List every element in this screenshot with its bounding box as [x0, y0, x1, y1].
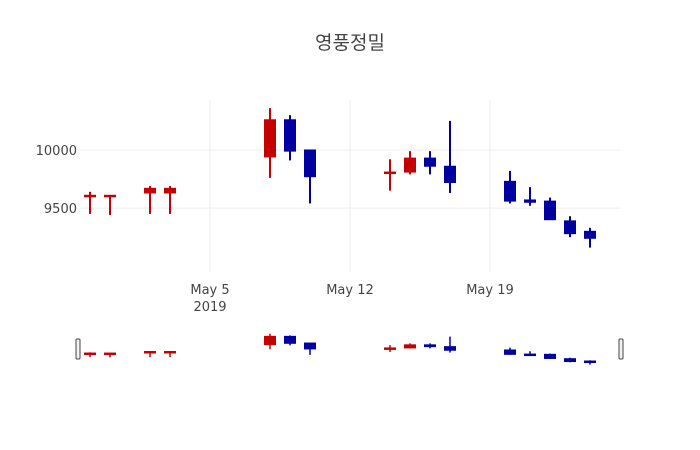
chart-title: 영풍정밀 [315, 32, 385, 54]
slider-candle-body [584, 360, 596, 364]
candle-body [544, 200, 556, 221]
candle-increasing [404, 151, 416, 175]
slider-candle-body [564, 358, 576, 363]
slider-candle-increasing [104, 352, 116, 358]
candle-increasing [164, 186, 176, 214]
candle-body [504, 180, 516, 202]
candle-decreasing [564, 216, 576, 238]
candle-body [144, 187, 156, 194]
candle-increasing [104, 194, 116, 216]
slider-candle-body [104, 352, 116, 356]
slider-candle-increasing [384, 345, 396, 353]
slider-candle-decreasing [504, 347, 516, 355]
candle-decreasing [584, 227, 596, 248]
slider-candle-increasing [404, 343, 416, 349]
slider-candle-body [524, 353, 536, 357]
candle-decreasing [544, 197, 556, 221]
candle-body [304, 149, 316, 178]
candles [84, 108, 596, 248]
y-axis-ticks: 9500 10000 [36, 144, 77, 217]
x-axis-ticks: May 5 2019 May 12 May 19 [190, 283, 513, 315]
candle-increasing [264, 108, 276, 178]
candle-body [524, 199, 536, 203]
slider-candle-body [284, 335, 296, 344]
candle-body [284, 119, 296, 152]
slider-candle-increasing [84, 352, 96, 358]
slider-candle-body [304, 342, 316, 350]
candle-decreasing [284, 115, 296, 161]
slider-candle-body [504, 349, 516, 355]
slider-candle-body [144, 351, 156, 354]
slider-candle-decreasing [564, 357, 576, 363]
slider-candle-body [404, 344, 416, 349]
candle-decreasing [444, 120, 456, 193]
candle-increasing [384, 159, 396, 191]
candle-decreasing [504, 170, 516, 204]
slider-candle-body [544, 353, 556, 359]
slider-candle-decreasing [584, 360, 596, 365]
slider-candle-decreasing [524, 351, 536, 357]
candle-body [564, 220, 576, 235]
slider-candle-body [84, 352, 96, 356]
y-tick-label: 9500 [44, 202, 77, 217]
slider-candle-body [424, 344, 436, 348]
candle-decreasing [304, 149, 316, 204]
x-tick-label: May 5 [190, 283, 229, 298]
candle-increasing [84, 191, 96, 214]
candle-body [104, 194, 116, 198]
candle-body [444, 165, 456, 184]
slider-candle-increasing [264, 333, 276, 350]
candle-body [264, 119, 276, 158]
x-tick-year-label: 2019 [193, 300, 226, 315]
candle-decreasing [524, 187, 536, 206]
range-slider[interactable] [75, 333, 624, 365]
candle-body [424, 157, 436, 167]
slider-candle-decreasing [544, 353, 556, 359]
grid-lines [80, 100, 620, 272]
x-tick-label: May 19 [466, 283, 514, 298]
slider-candle-decreasing [424, 343, 436, 349]
range-slider-left-handle[interactable] [75, 338, 81, 360]
candle-increasing [144, 186, 156, 214]
slider-candle-increasing [144, 351, 156, 358]
candle-decreasing [424, 151, 436, 175]
candle-body [84, 194, 96, 198]
slider-candle-body [384, 347, 396, 350]
candle-body [164, 187, 176, 194]
range-slider-right-handle[interactable] [618, 338, 624, 360]
candle-body [404, 157, 416, 173]
slider-candle-body [164, 351, 176, 354]
slider-candle-increasing [164, 351, 176, 358]
slider-candle-body [264, 335, 276, 346]
slider-candle-decreasing [284, 335, 296, 346]
slider-candle-decreasing [304, 342, 316, 355]
candle-body [384, 171, 396, 175]
slider-candle-decreasing [444, 336, 456, 353]
y-tick-label: 10000 [36, 144, 77, 159]
x-tick-label: May 12 [326, 283, 374, 298]
candle-body [584, 230, 596, 239]
slider-candle-body [444, 346, 456, 351]
